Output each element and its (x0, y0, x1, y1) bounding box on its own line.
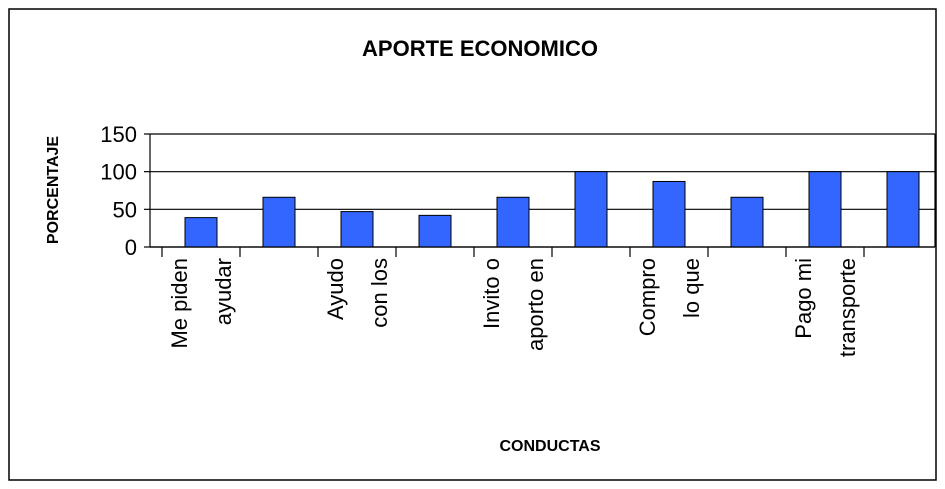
y-tick-label: 150 (100, 122, 137, 147)
x-tick-label: Me piden ayudar (167, 258, 236, 349)
bar (262, 196, 296, 248)
bar (184, 217, 218, 248)
bar (730, 196, 764, 248)
bar (418, 214, 452, 248)
x-tick-label-line: transporte (835, 258, 860, 357)
bar (340, 211, 374, 248)
bar (496, 196, 530, 248)
x-tick-label-line: ayudar (211, 258, 236, 325)
y-tick-label: 50 (113, 197, 137, 222)
x-tick-label-line: Pago mi (791, 258, 816, 339)
y-axis-title: PORCENTAJE (45, 136, 62, 244)
y-tick-label: 0 (125, 235, 137, 260)
x-tick-label: Ayudo con los (323, 258, 392, 328)
x-tick-label-line: Compro (635, 258, 660, 336)
bar (574, 171, 608, 248)
x-tick-label-line: aporto en (523, 258, 548, 351)
x-tick-label: Invito o aporto en (479, 258, 548, 351)
y-tick-label: 100 (100, 160, 137, 185)
x-tick-label-line: Invito o (479, 258, 504, 329)
x-axis-title: CONDUCTAS (499, 438, 600, 455)
x-tick-label-line: Me piden (167, 258, 192, 349)
x-tick-label: Compro lo que (635, 258, 704, 336)
bar (652, 180, 686, 248)
bar (886, 171, 920, 248)
x-tick-label-line: lo que (679, 258, 704, 318)
bar (808, 171, 842, 248)
x-tick-label-line: con los (367, 258, 392, 328)
chart-title: APORTE ECONOMICO (362, 36, 598, 61)
x-tick-label: Pago mi transporte (791, 258, 860, 357)
chart-border (8, 8, 937, 481)
x-tick-label-line: Ayudo (323, 258, 348, 320)
